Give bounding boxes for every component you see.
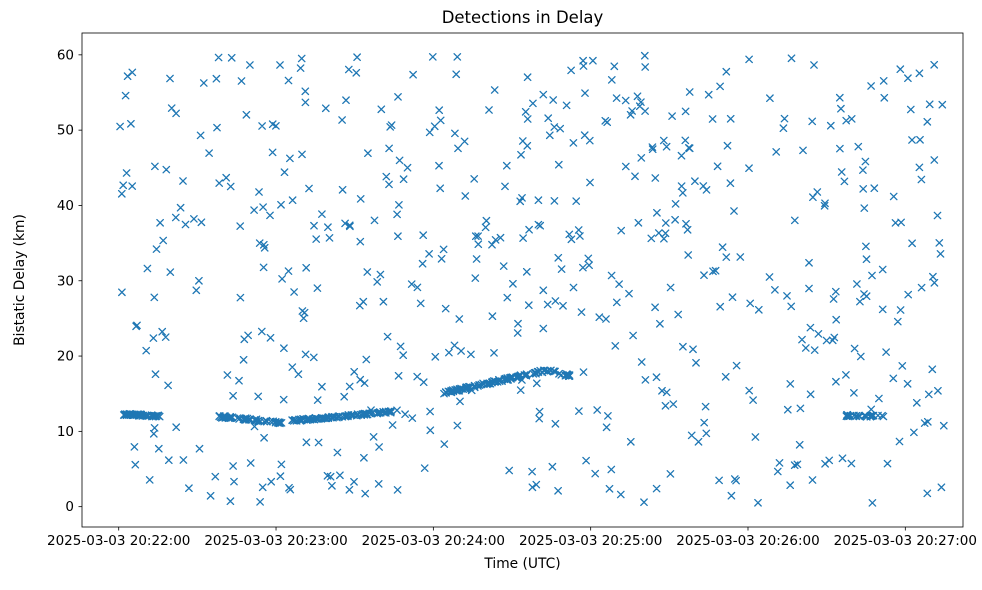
- plot-border: [81, 32, 964, 528]
- plot-title: Detections in Delay: [441, 8, 604, 27]
- x-tick-label: 2025-03-03 20:23:00: [204, 533, 347, 549]
- y-tick-label: 20: [57, 349, 74, 365]
- y-tick-label: 60: [57, 47, 74, 63]
- y-tick-label: 0: [65, 499, 74, 515]
- x-tick-label: 2025-03-03 20:24:00: [362, 533, 505, 549]
- x-axis-label: Time (UTC): [484, 556, 561, 572]
- x-tick-label: 2025-03-03 20:26:00: [676, 533, 819, 549]
- x-tick-label: 2025-03-03 20:27:00: [834, 533, 977, 549]
- x-tick-label: 2025-03-03 20:25:00: [519, 533, 662, 549]
- y-tick-label: 40: [57, 198, 74, 214]
- y-tick-label: 10: [57, 424, 74, 440]
- x-tick-label: 2025-03-03 20:22:00: [47, 533, 190, 549]
- y-axis-label: Bistatic Delay (km): [12, 214, 28, 346]
- y-tick-label: 30: [57, 273, 74, 289]
- detection-markers: [116, 51, 948, 507]
- y-tick-label: 50: [57, 123, 74, 139]
